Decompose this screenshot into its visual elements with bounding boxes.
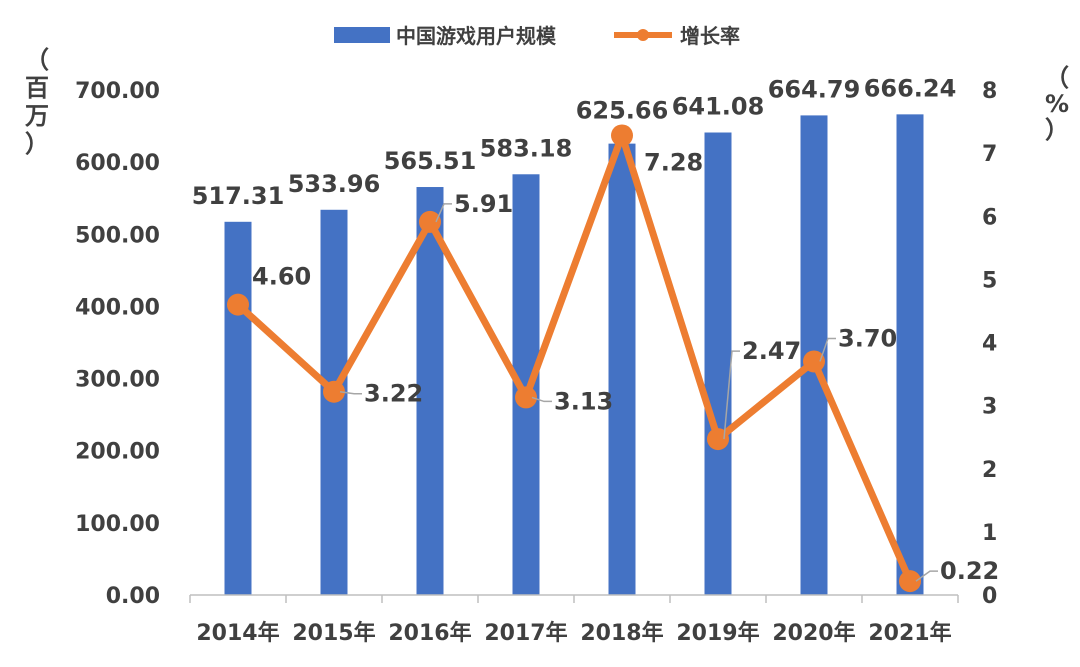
line-data-label: 3.13 <box>554 387 613 415</box>
left-unit-char: ） <box>25 130 49 158</box>
growth-marker <box>707 428 729 451</box>
leader-line <box>819 337 836 362</box>
leader-line <box>531 396 552 403</box>
category-label: 2018年 <box>580 620 663 646</box>
leader-line <box>723 350 740 440</box>
right-tick-label: 7 <box>982 142 997 167</box>
left-tick-label: 200.00 <box>75 440 160 465</box>
right-tick-label: 1 <box>982 521 997 546</box>
bar <box>704 132 732 595</box>
left-tick-label: 100.00 <box>75 512 160 537</box>
left-unit-char: （ <box>25 46 49 74</box>
left-axis-ticks: 0.00 100.00 200.00 300.00 400.00 500.00 600.00… <box>75 79 160 609</box>
right-unit-char: （ <box>1045 64 1069 92</box>
left-tick-label: 500.00 <box>75 223 160 248</box>
legend-swatch-marker <box>637 29 649 41</box>
legend-swatch-bar <box>334 27 390 43</box>
line-data-labels: 4.60 3.22 5.91 3.13 7.28 2.47 3.70 0.22 <box>252 148 999 585</box>
bar-data-label: 664.79 <box>768 75 861 103</box>
growth-marker <box>515 386 537 409</box>
category-label: 2015年 <box>292 620 375 646</box>
growth-marker <box>227 293 249 316</box>
right-tick-label: 8 <box>982 79 997 104</box>
right-tick-label: 0 <box>982 584 997 609</box>
right-unit-char: % <box>1045 90 1069 118</box>
category-label: 2016年 <box>388 620 471 646</box>
growth-marker <box>899 570 921 593</box>
growth-marker <box>803 350 825 373</box>
bar-data-label: 565.51 <box>384 147 477 175</box>
line-data-label: 7.28 <box>644 148 703 176</box>
category-label: 2014年 <box>196 620 279 646</box>
growth-marker <box>419 210 441 233</box>
line-data-label: 4.60 <box>252 263 311 291</box>
bar-data-label: 583.18 <box>480 134 573 162</box>
bar-data-label: 641.08 <box>672 93 765 121</box>
category-label: 2017年 <box>484 620 567 646</box>
x-axis <box>189 594 959 603</box>
legend: 中国游戏用户规模 增长率 <box>334 24 740 48</box>
left-unit-char: 百 <box>25 74 49 102</box>
bar <box>608 143 636 596</box>
bar-data-label: 517.31 <box>192 182 285 210</box>
growth-marker <box>611 124 633 147</box>
growth-marker <box>323 380 345 403</box>
bar-data-label: 666.24 <box>864 74 957 102</box>
growth-polyline <box>235 131 914 583</box>
legend-label-growth: 增长率 <box>680 24 740 48</box>
left-tick-label: 600.00 <box>75 151 160 176</box>
bars <box>224 114 924 596</box>
bar <box>224 221 252 595</box>
growth-line <box>227 124 921 593</box>
category-label: 2021年 <box>868 620 951 646</box>
line-data-label: 3.70 <box>838 324 897 352</box>
left-tick-label: 400.00 <box>75 295 160 320</box>
leader-line <box>915 570 938 582</box>
legend-label-users: 中国游戏用户规模 <box>396 24 557 48</box>
right-tick-label: 2 <box>982 458 997 483</box>
right-tick-label: 6 <box>982 205 997 230</box>
right-axis-unit: （%） <box>1045 64 1069 144</box>
left-unit-char: 万 <box>25 102 49 130</box>
right-tick-label: 5 <box>982 268 997 293</box>
line-data-label: 5.91 <box>454 190 513 218</box>
line-data-label: 0.22 <box>940 557 999 585</box>
right-unit-char: ） <box>1045 116 1069 144</box>
bar-data-label: 533.96 <box>288 170 381 198</box>
bar <box>896 114 924 595</box>
line-data-label: 3.22 <box>364 380 423 408</box>
leader-line <box>435 203 452 223</box>
left-tick-label: 300.00 <box>75 368 160 393</box>
bar <box>416 187 444 595</box>
category-label: 2020年 <box>772 620 855 646</box>
line-data-label: 2.47 <box>742 337 801 365</box>
right-tick-label: 4 <box>982 332 997 357</box>
bar-data-label: 625.66 <box>576 97 669 125</box>
right-axis-ticks: 0 1 2 3 4 5 6 7 8 <box>982 79 997 609</box>
category-label: 2019年 <box>676 620 759 646</box>
right-tick-label: 3 <box>982 395 997 420</box>
left-tick-label: 0.00 <box>106 584 160 609</box>
left-tick-label: 700.00 <box>75 79 160 104</box>
left-axis-unit: （百万） <box>25 46 49 158</box>
category-labels: 2014年 2015年 2016年 2017年 2018年 2019年 2020年 2021年 <box>196 620 951 646</box>
leader-line <box>339 390 362 395</box>
